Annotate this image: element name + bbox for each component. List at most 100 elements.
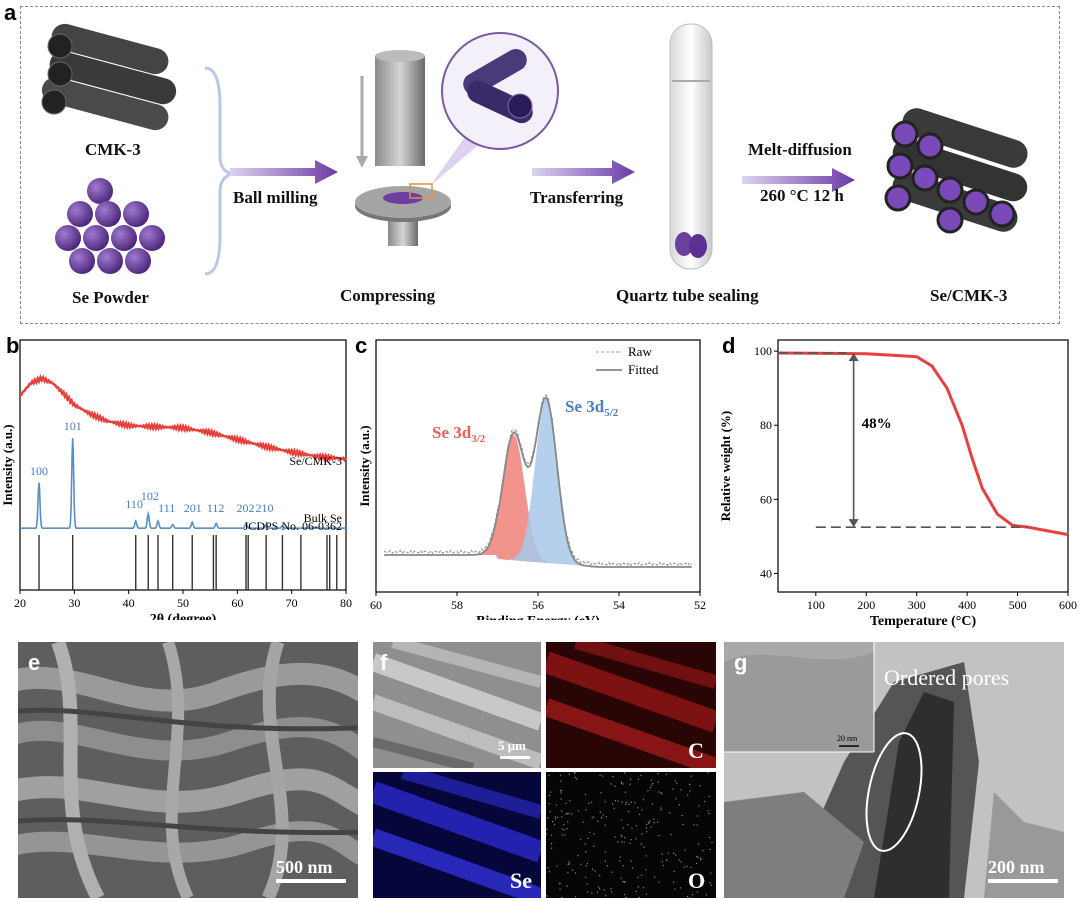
xrd-xlabel: 2θ (degree) <box>150 612 217 620</box>
xtick-label-80: 80 <box>340 596 352 610</box>
product-label: Se/CMK-3 <box>930 286 1008 305</box>
xtick-label-30: 30 <box>68 596 80 610</box>
oxygen-map-texture-icon <box>546 772 716 898</box>
xtick-label-20: 20 <box>14 596 26 610</box>
plot-frame <box>777 339 1069 593</box>
eds-scale-label: 5 μm <box>498 738 526 753</box>
tem-image <box>724 642 1064 898</box>
xtick-label-500: 500 <box>1009 598 1027 612</box>
tga-xlabel: Temperature (°C) <box>870 614 977 629</box>
compressing-label: Compressing <box>340 286 436 305</box>
panel-d-label: d <box>722 333 736 358</box>
peak-label-210: 210 <box>256 501 274 515</box>
se-cmk3-series <box>19 373 348 463</box>
eds-o-map <box>546 772 716 898</box>
legend-raw: Raw <box>628 344 652 359</box>
eds-se-map <box>373 772 541 898</box>
xps-ylabel: Intensity (a.u.) <box>360 425 372 506</box>
xtick-label-600: 600 <box>1059 598 1077 612</box>
selenium-label: Se <box>510 868 532 893</box>
peak-label-111: 111 <box>158 501 175 515</box>
eds-c-map <box>546 642 716 768</box>
peak-3d52-label: Se 3d5/2 <box>565 397 619 419</box>
panel-a-label: a <box>4 0 17 25</box>
transferring-arrow-icon <box>532 160 635 184</box>
ytick-label-100: 100 <box>754 344 772 358</box>
se-powder-icon <box>55 178 165 274</box>
oxygen-label: O <box>688 868 706 893</box>
xtick-label-60: 60 <box>370 598 382 612</box>
sem-scale-label: 500 nm <box>276 857 333 877</box>
xtick-label-60: 60 <box>231 596 243 610</box>
bulk-se-series <box>20 438 346 529</box>
xtick-label-400: 400 <box>958 598 976 612</box>
sem-texture-icon <box>18 642 358 898</box>
peak-label-112: 112 <box>207 501 225 515</box>
peak-3d32-label: Se 3d3/2 <box>432 423 486 445</box>
xtick-label-50: 50 <box>177 596 189 610</box>
cmk3-rods-icon <box>41 23 177 131</box>
ytick-label-40: 40 <box>760 566 772 580</box>
ordered-pores-label: Ordered pores <box>884 665 1010 690</box>
ball-milling-arrow-icon <box>230 160 338 184</box>
se-cmk3-product-icon <box>884 108 1028 234</box>
tga-ylabel: Relative weight (%) <box>718 411 733 521</box>
carbon-map-texture-icon <box>546 642 716 768</box>
melt-diffusion-label: Melt-diffusion <box>748 140 852 159</box>
tem-scale-label: 200 nm <box>988 857 1045 877</box>
legend-fitted: Fitted <box>628 362 659 377</box>
peak-label-201: 201 <box>184 501 202 515</box>
tem-scalebar <box>988 879 1058 883</box>
se-powder-label: Se Powder <box>72 288 149 307</box>
transferring-label: Transferring <box>530 188 624 207</box>
xtick-label-58: 58 <box>451 598 463 612</box>
panel-g-label: g <box>734 650 748 675</box>
annot-arrow-head-bottom <box>848 519 859 528</box>
tga-series <box>777 351 1069 537</box>
ytick-label-60: 60 <box>760 492 772 506</box>
xtick-label-70: 70 <box>286 596 298 610</box>
xrd-ylabel: Intensity (a.u.) <box>0 424 15 505</box>
quartz-tube-icon <box>669 23 713 270</box>
xps-xlabel: Binding Energy (eV) <box>476 614 600 620</box>
ytick-label-80: 80 <box>760 418 772 432</box>
panel-b-label: b <box>6 333 20 358</box>
series-label-jcpds: JCDPS No. 06-0362 <box>244 519 342 533</box>
peak-label-110: 110 <box>125 497 143 511</box>
eds-scalebar <box>500 756 530 759</box>
brace-icon <box>204 66 233 276</box>
xtick-label-56: 56 <box>532 598 544 612</box>
inset-scale-label: 20 nm <box>837 734 858 743</box>
xtick-label-200: 200 <box>857 598 875 612</box>
peak-label-102: 102 <box>141 489 159 503</box>
peak-3d52-area <box>396 399 680 567</box>
peak-label-202: 202 <box>236 501 254 515</box>
cmk3-label: CMK-3 <box>85 140 141 159</box>
panel-f-label: f <box>380 650 388 675</box>
annot-arrow-head-top <box>848 352 859 361</box>
sem-scalebar <box>276 879 346 883</box>
panel-a-schematic <box>41 23 1028 276</box>
selenium-map-texture-icon <box>373 772 541 898</box>
fitted-series <box>384 396 692 568</box>
eds-sem-texture-icon <box>373 642 541 768</box>
annot-label: 48% <box>862 416 892 432</box>
xtick-label-54: 54 <box>613 598 625 612</box>
quartz-label: Quartz tube sealing <box>616 286 759 305</box>
tga-chart: 48% 100 200 300 400 500 600 40 60 80 100 Temperatur… <box>718 339 1077 629</box>
xps-chart: Raw Fitted Se 3d3/2 Se 3d5/2 60 58 56 54 52 Bindi… <box>360 339 706 620</box>
melt-arrow-icon <box>742 168 855 192</box>
temp-label: 260 °C 12 h <box>760 186 844 205</box>
series-label-se-cmk3: Se/CMK-3 <box>289 454 342 468</box>
panel-c-label: c <box>355 333 368 358</box>
xtick-label-52: 52 <box>694 598 706 612</box>
peak-label-101: 101 <box>64 419 82 433</box>
series-label-bulk-se: Bulk Se <box>304 511 342 525</box>
sem-image <box>18 642 358 898</box>
carbon-label: C <box>688 738 704 763</box>
panel-a-frame <box>20 6 1060 324</box>
zoom-circle-icon <box>441 32 559 150</box>
panel-e-label: e <box>28 650 41 675</box>
peak-label-100: 100 <box>30 464 48 478</box>
